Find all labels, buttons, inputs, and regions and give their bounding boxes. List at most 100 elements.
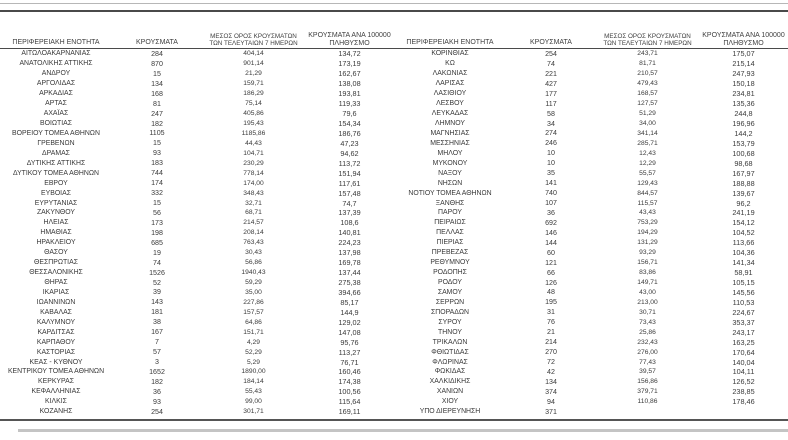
cell-cases: 167 — [151, 328, 163, 337]
cell-cases: 34 — [547, 119, 555, 128]
cell-7day-average: 25,86 — [639, 328, 656, 336]
cell-cases: 19 — [153, 248, 161, 257]
table-row: ΜΕΣΣΗΝΙΑΣ 246 285,71 153,79 — [394, 138, 788, 148]
cell-per-100k: 160,46 — [338, 367, 361, 377]
table-row: ΣΕΡΡΩΝ 195 213,00 110,53 — [394, 297, 788, 307]
cell-region: ΑΡΚΑΔΙΑΣ — [39, 90, 73, 98]
cell-7day-average: 184,14 — [243, 378, 264, 386]
cell-cases: 744 — [151, 169, 163, 178]
cell-region: ΖΑΚΥΝΘΟΥ — [36, 209, 76, 217]
table-row: ΠΡΕΒΕΖΑΣ 60 93,29 104,36 — [394, 248, 788, 258]
cell-region: ΚΟΡΙΝΘΙΑΣ — [431, 50, 469, 58]
cell-per-100k: 150,18 — [732, 79, 755, 89]
cell-7day-average: 195,43 — [243, 120, 264, 128]
cell-7day-average: 157,57 — [243, 308, 264, 316]
cell-per-100k: 170,64 — [732, 347, 755, 357]
table-row: ΧΑΝΙΩΝ 374 379,71 238,85 — [394, 387, 788, 397]
cell-7day-average: 479,43 — [637, 80, 658, 88]
table-row: ΠΕΙΡΑΙΩΣ 692 753,29 154,12 — [394, 218, 788, 228]
cell-7day-average: 55,57 — [639, 169, 656, 177]
cell-region: ΞΑΝΘΗΣ — [435, 199, 465, 207]
cell-cases: 374 — [545, 387, 557, 396]
cell-7day-average: 276,00 — [637, 348, 658, 356]
cell-cases: 121 — [545, 258, 557, 267]
cell-region: ΙΚΑΡΙΑΣ — [42, 288, 70, 296]
cell-7day-average: 43,00 — [639, 288, 656, 296]
table-row: ΔΡΑΜΑΣ 93 104,71 94,62 — [0, 148, 394, 158]
cell-cases: 15 — [153, 199, 161, 208]
table-row: ΧΙΟΥ 94 110,86 178,46 — [394, 397, 788, 407]
cell-cases: 182 — [151, 119, 163, 128]
cell-per-100k: 174,38 — [338, 377, 361, 387]
table-header-right: ΠΕΡΙΦΕΡΕΙΑΚΗ ΕΝΟΤΗΤΑ ΚΡΟΥΣΜΑΤΑ ΜΕΣΟΣ ΟΡΟ… — [394, 12, 788, 49]
cell-per-100k: 135,36 — [732, 99, 755, 109]
bottom-light-rule — [18, 429, 788, 432]
cell-cases: 371 — [545, 407, 557, 416]
cell-cases: 221 — [545, 69, 557, 78]
cell-per-100k: 104,36 — [732, 248, 755, 258]
table-row: ΣΥΡΟΥ 76 73,43 353,37 — [394, 317, 788, 327]
cell-7day-average: 73,43 — [639, 318, 656, 326]
header-7day-average: ΜΕΣΟΣ ΟΡΟΣ ΚΡΟΥΣΜΑΤΩΝ ΤΩΝ ΤΕΛΕΥΤΑΙΩΝ 7 Η… — [202, 33, 305, 47]
cell-region: ΛΕΥΚΑΔΑΣ — [431, 110, 469, 118]
cell-7day-average: 194,29 — [637, 229, 658, 237]
cell-per-100k: 186,76 — [338, 128, 361, 138]
cell-per-100k: 193,81 — [338, 89, 361, 99]
table-row: ΦΘΙΩΤΙΔΑΣ 270 276,00 170,64 — [394, 347, 788, 357]
cell-7day-average: 210,57 — [637, 70, 658, 78]
cell-per-100k: 163,25 — [732, 337, 755, 347]
cell-per-100k: 162,67 — [338, 69, 361, 79]
cell-7day-average: 51,29 — [639, 110, 656, 118]
cell-per-100k: 115,64 — [338, 397, 361, 407]
cell-7day-average: 156,71 — [637, 259, 658, 267]
table-row: ΝΟΤΙΟΥ ΤΟΜΕΑ ΑΘΗΝΩΝ 740 844,57 139,67 — [394, 188, 788, 198]
cell-region: ΛΑΡΙΣΑΣ — [435, 80, 465, 88]
cell-7day-average: 301,71 — [243, 408, 264, 416]
cell-per-100k: 113,27 — [338, 347, 361, 357]
header-per-100k-line2: ΠΛΗΘΥΣΜΟ — [723, 39, 764, 47]
cell-per-100k: 167,97 — [732, 168, 755, 178]
cell-cases: 31 — [547, 308, 555, 317]
table-row: ΙΩΑΝΝΙΝΩΝ 143 227,86 85,17 — [0, 297, 394, 307]
cell-cases: 72 — [547, 358, 555, 367]
cell-region: ΣΑΜΟΥ — [437, 288, 463, 296]
cell-per-100k: 139,67 — [732, 188, 755, 198]
cell-cases: 427 — [545, 79, 557, 88]
cell-per-100k: 110,53 — [732, 297, 755, 307]
cell-region: ΠΙΕΡΙΑΣ — [436, 239, 464, 247]
cell-7day-average: 379,71 — [637, 388, 658, 396]
cell-7day-average: 52,29 — [245, 348, 262, 356]
cell-region: ΠΕΛΛΑΣ — [436, 229, 464, 237]
cell-region: ΚΑΡΔΙΤΣΑΣ — [37, 328, 75, 336]
cell-7day-average: 214,57 — [243, 219, 264, 227]
cell-cases: 1526 — [149, 268, 165, 277]
cell-region: ΘΗΡΑΣ — [44, 279, 68, 287]
table-row: ΕΥΡΥΤΑΝΙΑΣ 15 32,71 74,7 — [0, 198, 394, 208]
cases-table-right: ΠΕΡΙΦΕΡΕΙΑΚΗ ΕΝΟΤΗΤΑ ΚΡΟΥΣΜΑΤΑ ΜΕΣΟΣ ΟΡΟ… — [394, 12, 788, 417]
cell-cases: 35 — [547, 169, 555, 178]
cell-cases: 270 — [545, 348, 557, 357]
cell-per-100k: 244,8 — [734, 109, 753, 119]
cell-cases: 10 — [547, 149, 555, 158]
cell-region: ΔΥΤΙΚΗΣ ΑΤΤΙΚΗΣ — [26, 159, 86, 167]
cell-cases: 60 — [547, 248, 555, 257]
cell-per-100k: 85,17 — [340, 297, 359, 307]
table-row: ΝΑΞΟΥ 35 55,57 167,97 — [394, 168, 788, 178]
cell-cases: 76 — [547, 318, 555, 327]
cell-per-100k: 113,66 — [732, 238, 755, 248]
cell-region: ΧΑΛΚΙΔΙΚΗΣ — [429, 378, 471, 386]
cell-per-100k: 353,37 — [732, 317, 755, 327]
cell-cases: 274 — [545, 129, 557, 138]
cell-7day-average: 21,29 — [245, 70, 262, 78]
cell-per-100k: 117,61 — [338, 178, 361, 188]
cell-cases: 66 — [547, 268, 555, 277]
table-row: ΛΑΣΙΘΙΟΥ 177 168,57 234,81 — [394, 89, 788, 99]
table-row: ΡΕΘΥΜΝΟΥ 121 156,71 141,34 — [394, 258, 788, 268]
cell-region: ΑΙΤΩΛΟΑΚΑΡΝΑΝΙΑΣ — [21, 50, 91, 58]
table-row: ΥΠΟ ΔΙΕΡΕΥΝΗΣΗ 371 — [394, 407, 788, 417]
cell-per-100k: 104,11 — [732, 367, 755, 377]
cell-region: ΚΑΒΑΛΑΣ — [40, 308, 72, 316]
cell-cases: 195 — [545, 298, 557, 307]
cell-7day-average: 227,86 — [243, 298, 264, 306]
